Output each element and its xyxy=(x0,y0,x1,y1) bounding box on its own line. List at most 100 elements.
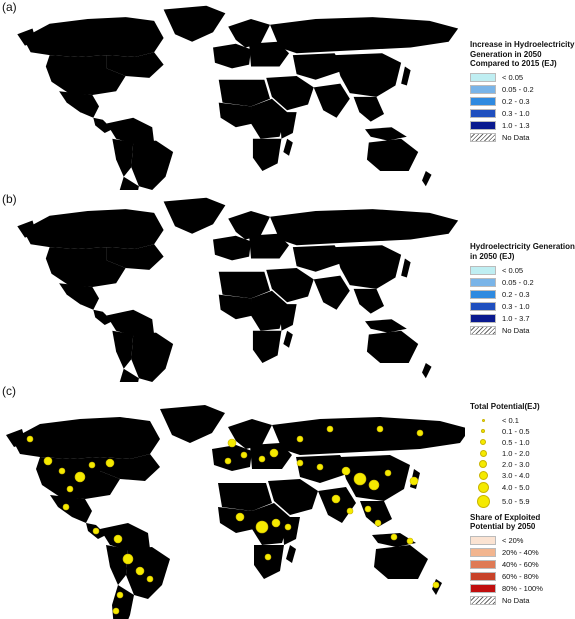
no-data-label: No Data xyxy=(502,596,530,605)
legend-label: 4.0 - 5.0 xyxy=(502,482,530,492)
no-data-label: No Data xyxy=(502,133,530,142)
legend-a: Increase in Hydroelectricity Generation … xyxy=(470,40,575,144)
legend-class-a-3: 0.3 - 1.0 xyxy=(470,108,575,120)
potential-bubble-17 xyxy=(224,457,232,465)
legend-class-a-4: 1.0 - 1.3 xyxy=(470,120,575,132)
legend-label: < 0.05 xyxy=(502,265,524,275)
potential-legend-rows: < 0.1 0.1 - 0.5 0.5 - 1.0 1.0 - 2.0 2.0 - 3.… xyxy=(470,415,575,509)
potential-bubble-4 xyxy=(88,461,96,469)
share-legend-title: Share of Exploited Potential by 2050 xyxy=(470,512,541,532)
legend-class-b-0: < 0.05 xyxy=(470,264,575,276)
potential-bubble-23 xyxy=(353,472,367,486)
potential-bubble-16 xyxy=(240,451,248,459)
legend-swatch xyxy=(470,289,496,299)
panel-label-a: (a) xyxy=(2,0,17,14)
legend-swatch xyxy=(470,85,496,94)
legend-class-b-2: 0.2 - 0.3 xyxy=(470,288,575,300)
potential-bubble-30 xyxy=(374,519,382,527)
potential-bubble-20 xyxy=(296,459,304,467)
legend-label: 3.0 - 4.0 xyxy=(502,470,530,480)
potential-class-7: 5.0 - 5.9 xyxy=(470,494,575,509)
potential-bubble-18 xyxy=(258,455,266,463)
potential-bubble-22 xyxy=(341,466,351,476)
potential-class-0: < 0.1 xyxy=(470,415,575,426)
potential-class-3: 1.0 - 2.0 xyxy=(470,448,575,459)
potential-bubble-29 xyxy=(364,505,372,513)
potential-class-4: 2.0 - 3.0 xyxy=(470,459,575,470)
legend-label: 1.0 - 1.3 xyxy=(502,121,530,130)
share-legend-rows: < 20% 20% - 40% 40% - 60% 60% - 80% 80% - 10… xyxy=(470,535,575,595)
no-data-label: No Data xyxy=(502,325,530,335)
share-class-0: < 20% xyxy=(470,535,575,547)
potential-bubble-1 xyxy=(43,456,53,466)
potential-bubble-8 xyxy=(92,527,100,535)
potential-bubble-28 xyxy=(346,507,354,515)
potential-bubble-38 xyxy=(432,581,440,589)
legend-no-data-b: No Data xyxy=(470,324,575,336)
legend-swatch xyxy=(470,121,496,130)
potential-bubble-7 xyxy=(62,503,70,511)
potential-class-5: 3.0 - 4.0 xyxy=(470,470,575,481)
potential-circle xyxy=(479,449,487,457)
potential-class-1: 0.1 - 0.5 xyxy=(470,426,575,437)
no-data-swatch xyxy=(470,325,496,335)
legend-label: < 0.05 xyxy=(502,73,524,82)
legend-label: 5.0 - 5.9 xyxy=(502,496,530,506)
panel-c: (c) Total Potential(EJ) < 0.1 0.1 - 0.5 0.… xyxy=(0,384,575,619)
legend-b: Hydroelectricity Generation in 2050 (EJ)… xyxy=(470,242,575,336)
potential-bubble-35 xyxy=(264,553,272,561)
potential-bubble-27 xyxy=(331,494,341,504)
legend-swatch xyxy=(470,536,496,545)
panel-label-b: (b) xyxy=(2,192,17,206)
potential-circle xyxy=(481,418,485,422)
potential-bubble-10 xyxy=(122,553,134,565)
legend-label: 1.0 - 2.0 xyxy=(502,448,530,458)
legend-swatch xyxy=(470,73,496,82)
legend-label: 40% - 60% xyxy=(502,560,539,569)
legend-swatch xyxy=(470,109,496,118)
potential-circle xyxy=(481,429,485,433)
legend-label: 0.05 - 0.2 xyxy=(502,277,534,287)
legend-label: 20% - 40% xyxy=(502,548,539,557)
legend-label: < 20% xyxy=(502,536,524,545)
potential-bubble-32 xyxy=(255,520,269,534)
legend-label: 0.3 - 1.0 xyxy=(502,301,530,311)
potential-bubble-39 xyxy=(326,425,334,433)
potential-bubble-21 xyxy=(316,463,324,471)
potential-bubble-25 xyxy=(384,469,392,477)
world-map-c xyxy=(6,405,465,619)
share-class-4: 80% - 100% xyxy=(470,583,575,595)
potential-bubble-14 xyxy=(146,575,154,583)
legend-label: 80% - 100% xyxy=(502,584,543,593)
legend-swatch xyxy=(470,548,496,557)
potential-bubble-3 xyxy=(74,471,86,483)
potential-bubble-26 xyxy=(409,476,419,486)
legend-class-b-1: 0.05 - 0.2 xyxy=(470,276,575,288)
potential-bubble-11 xyxy=(135,566,145,576)
potential-bubble-36 xyxy=(390,533,398,541)
potential-circle xyxy=(479,460,487,468)
potential-bubble-33 xyxy=(271,518,281,528)
potential-bubble-41 xyxy=(416,429,424,437)
legend-label: 0.3 - 1.0 xyxy=(502,109,530,118)
legend-title-a: Increase in Hydroelectricity Generation … xyxy=(470,40,575,68)
potential-bubble-31 xyxy=(235,512,245,522)
potential-bubble-15 xyxy=(227,438,237,448)
legend-label: 2.0 - 3.0 xyxy=(502,459,530,469)
legend-rows-a: < 0.05 0.05 - 0.2 0.2 - 0.3 0.3 - 1.0 1.0 - … xyxy=(470,72,575,132)
potential-bubble-37 xyxy=(406,537,414,545)
legend-title-b: Hydroelectricity Generation in 2050 (EJ) xyxy=(470,242,575,261)
legend-swatch xyxy=(470,301,496,311)
world-map-b xyxy=(17,197,459,382)
legend-c: Total Potential(EJ) < 0.1 0.1 - 0.5 0.5 - … xyxy=(470,402,575,607)
potential-bubble-0 xyxy=(26,435,34,443)
potential-bubble-40 xyxy=(376,425,384,433)
potential-bubble-13 xyxy=(112,607,120,615)
potential-circle xyxy=(480,439,486,445)
no-data-swatch xyxy=(470,596,496,605)
potential-circle xyxy=(477,481,489,493)
legend-label: 0.05 - 0.2 xyxy=(502,85,534,94)
legend-swatch xyxy=(470,97,496,106)
legend-class-a-0: < 0.05 xyxy=(470,72,575,84)
legend-class-b-4: 1.0 - 3.7 xyxy=(470,312,575,324)
